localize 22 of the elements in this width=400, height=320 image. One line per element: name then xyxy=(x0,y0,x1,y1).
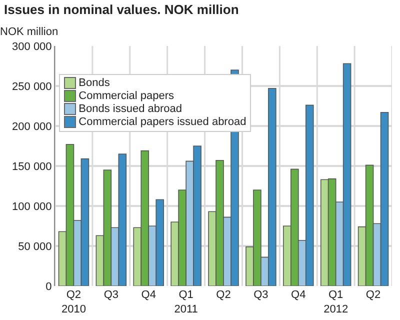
legend-label: Bonds xyxy=(78,76,110,90)
x-tick-label: Q3 xyxy=(104,289,119,301)
x-tick-label: Q1 2012 xyxy=(324,289,348,316)
x-tick-label: Q4 xyxy=(141,289,156,301)
chart-title: Issues in nominal values. NOK million xyxy=(4,2,239,17)
y-tick-label: 150 000 xyxy=(12,160,52,173)
y-axis-title: NOK million xyxy=(0,26,58,38)
x-tick-label: Q2 2010 xyxy=(61,289,86,316)
y-tick-label: 50 000 xyxy=(18,240,52,253)
x-tick-label: Q2 xyxy=(216,289,231,301)
legend-label: Commercial papers xyxy=(78,90,174,103)
y-tick-label: 200 000 xyxy=(12,120,52,133)
y-tick-label: 0 xyxy=(46,280,52,293)
legend-label: Bonds issued abroad xyxy=(78,102,182,116)
x-tick-label: Q2 xyxy=(366,289,381,301)
y-tick-label: 100 000 xyxy=(12,200,52,213)
legend-label: Commercial papers issued abroad xyxy=(78,116,246,129)
y-tick-label: 250 000 xyxy=(12,80,52,93)
y-tick-label: 300 000 xyxy=(12,40,52,53)
x-tick-label: Q1 2011 xyxy=(174,289,198,316)
x-tick-label: Q3 xyxy=(254,289,268,301)
x-tick-label: Q4 xyxy=(291,289,306,301)
